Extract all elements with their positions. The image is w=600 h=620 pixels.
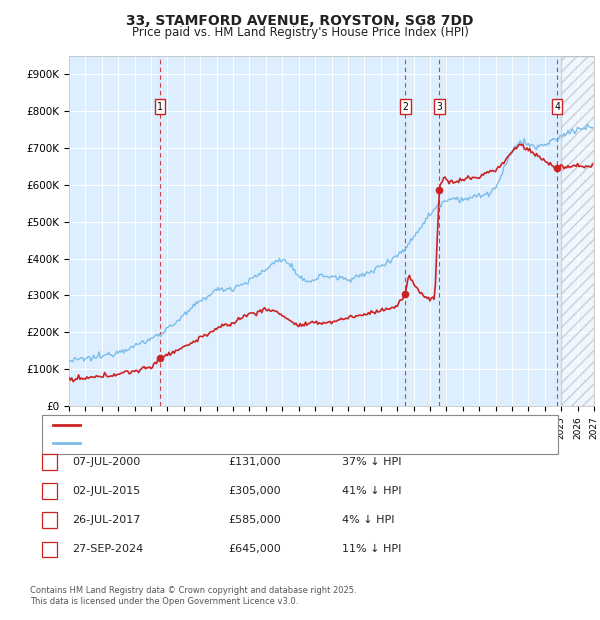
Text: 4% ↓ HPI: 4% ↓ HPI [342,515,395,525]
Text: £131,000: £131,000 [228,457,281,467]
Text: 2: 2 [403,102,408,112]
Text: 3: 3 [436,102,442,112]
Text: 4: 4 [554,102,560,112]
Text: 26-JUL-2017: 26-JUL-2017 [72,515,140,525]
Text: 27-SEP-2024: 27-SEP-2024 [72,544,143,554]
Text: 37% ↓ HPI: 37% ↓ HPI [342,457,401,467]
Bar [561,56,594,406]
Text: 1: 1 [157,102,163,112]
Text: 33, STAMFORD AVENUE, ROYSTON, SG8 7DD: 33, STAMFORD AVENUE, ROYSTON, SG8 7DD [126,14,474,28]
Text: 2: 2 [46,486,53,496]
Text: 41% ↓ HPI: 41% ↓ HPI [342,486,401,496]
Text: 4: 4 [46,544,53,554]
Text: Price paid vs. HM Land Registry's House Price Index (HPI): Price paid vs. HM Land Registry's House … [131,26,469,39]
Text: £305,000: £305,000 [228,486,281,496]
Text: This data is licensed under the Open Government Licence v3.0.: This data is licensed under the Open Gov… [30,597,298,606]
Text: HPI: Average price, detached house, North Hertfordshire: HPI: Average price, detached house, Nort… [84,438,360,448]
Text: Contains HM Land Registry data © Crown copyright and database right 2025.: Contains HM Land Registry data © Crown c… [30,586,356,595]
Text: 3: 3 [46,515,53,525]
Text: £585,000: £585,000 [228,515,281,525]
Text: 33, STAMFORD AVENUE, ROYSTON, SG8 7DD (detached house): 33, STAMFORD AVENUE, ROYSTON, SG8 7DD (d… [84,420,392,430]
Text: £645,000: £645,000 [228,544,281,554]
Text: 11% ↓ HPI: 11% ↓ HPI [342,544,401,554]
Text: 07-JUL-2000: 07-JUL-2000 [72,457,140,467]
Text: 02-JUL-2015: 02-JUL-2015 [72,486,140,496]
Text: 1: 1 [46,457,53,467]
